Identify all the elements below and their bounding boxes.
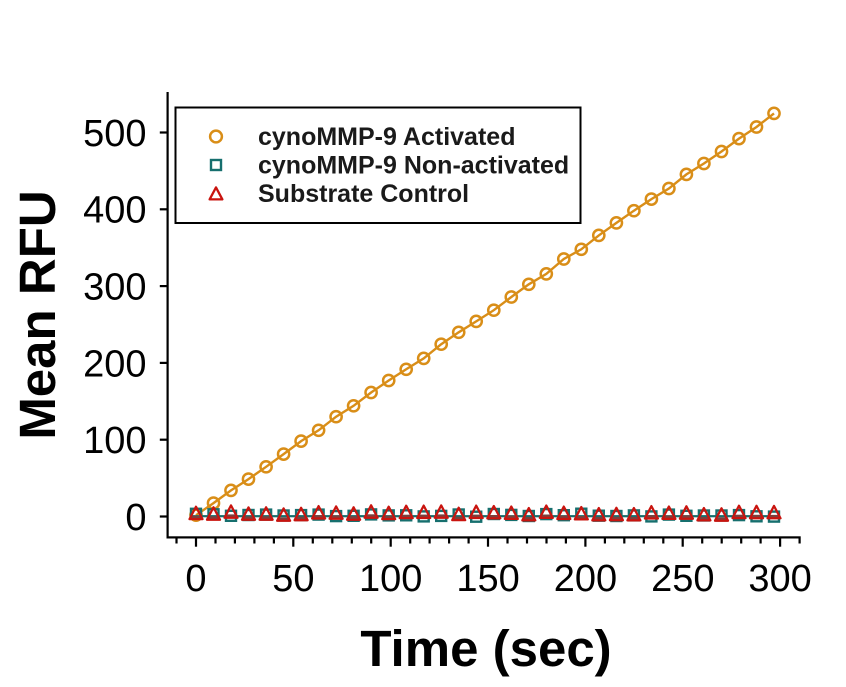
svg-text:Substrate Control: Substrate Control <box>258 180 469 208</box>
svg-text:200: 200 <box>83 343 146 385</box>
svg-text:250: 250 <box>651 558 714 600</box>
svg-text:cynoMMP-9 Non-activated: cynoMMP-9 Non-activated <box>258 151 569 179</box>
svg-text:50: 50 <box>272 558 314 600</box>
svg-text:Mean RFU: Mean RFU <box>9 190 66 439</box>
svg-text:300: 300 <box>748 558 811 600</box>
svg-text:400: 400 <box>83 190 146 232</box>
svg-text:200: 200 <box>554 558 617 600</box>
svg-text:100: 100 <box>83 420 146 462</box>
svg-text:150: 150 <box>456 558 519 600</box>
svg-text:0: 0 <box>185 558 206 600</box>
svg-text:Time (sec): Time (sec) <box>360 620 611 677</box>
svg-text:cynoMMP-9 Activated: cynoMMP-9 Activated <box>258 123 515 151</box>
svg-text:300: 300 <box>83 267 146 309</box>
svg-text:0: 0 <box>125 497 146 539</box>
svg-text:500: 500 <box>83 113 146 155</box>
svg-text:100: 100 <box>359 558 422 600</box>
